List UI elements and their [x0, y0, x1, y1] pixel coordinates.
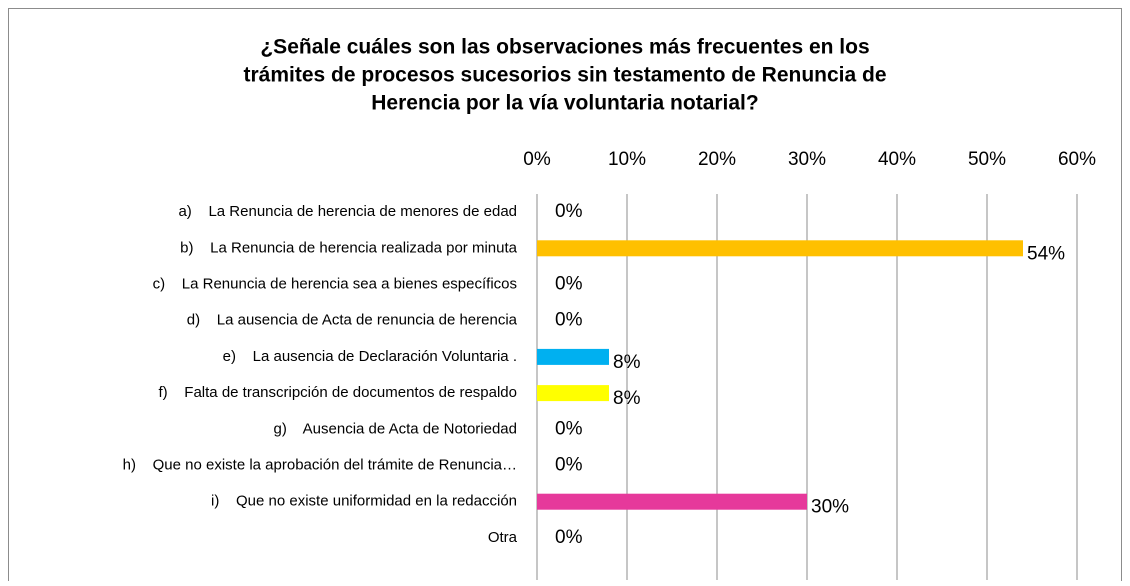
- value-label: 8%: [613, 388, 641, 409]
- bar: [537, 240, 1023, 257]
- x-tick-label: 30%: [788, 149, 826, 170]
- value-label: 54%: [1027, 243, 1065, 264]
- x-tick-label: 20%: [698, 149, 736, 170]
- chart-title: Herencia por la vía voluntaria notarial?: [371, 92, 758, 115]
- bar: [537, 348, 609, 365]
- bar: [537, 385, 609, 402]
- x-tick-label: 10%: [608, 149, 646, 170]
- value-label: 8%: [613, 352, 641, 373]
- y-tick-label: e) La ausencia de Declaración Voluntaria…: [223, 348, 517, 365]
- y-tick-label: c) La Renuncia de herencia sea a bienes …: [153, 275, 517, 292]
- value-label: 0%: [555, 418, 583, 439]
- y-tick-label: i) Que no existe uniformidad en la redac…: [211, 493, 517, 510]
- value-label: 0%: [555, 455, 583, 476]
- bar: [537, 493, 807, 510]
- y-tick-label: a) La Renuncia de herencia de menores de…: [178, 203, 517, 220]
- chart-frame: [8, 8, 1122, 586]
- y-tick-label: g) Ausencia de Acta de Notoriedad: [274, 420, 518, 437]
- x-tick-label: 50%: [968, 149, 1006, 170]
- y-tick-label: Otra: [488, 529, 518, 546]
- y-tick-label: d) La ausencia de Acta de renuncia de he…: [187, 312, 518, 329]
- value-label: 30%: [811, 497, 849, 518]
- y-tick-label: f) Falta de transcripción de documentos …: [158, 384, 517, 401]
- chart-title: trámites de procesos sucesorios sin test…: [243, 64, 886, 87]
- value-label: 0%: [555, 527, 583, 548]
- chart-title: ¿Señale cuáles son las observaciones más…: [260, 36, 869, 59]
- y-tick-label: h) Que no existe la aprobación del trámi…: [123, 456, 517, 473]
- x-tick-label: 60%: [1058, 149, 1096, 170]
- x-tick-label: 0%: [523, 149, 551, 170]
- value-label: 0%: [555, 201, 583, 222]
- value-label: 0%: [555, 310, 583, 331]
- x-tick-label: 40%: [878, 149, 916, 170]
- value-label: 0%: [555, 274, 583, 295]
- y-tick-label: b) La Renuncia de herencia realizada por…: [180, 239, 518, 256]
